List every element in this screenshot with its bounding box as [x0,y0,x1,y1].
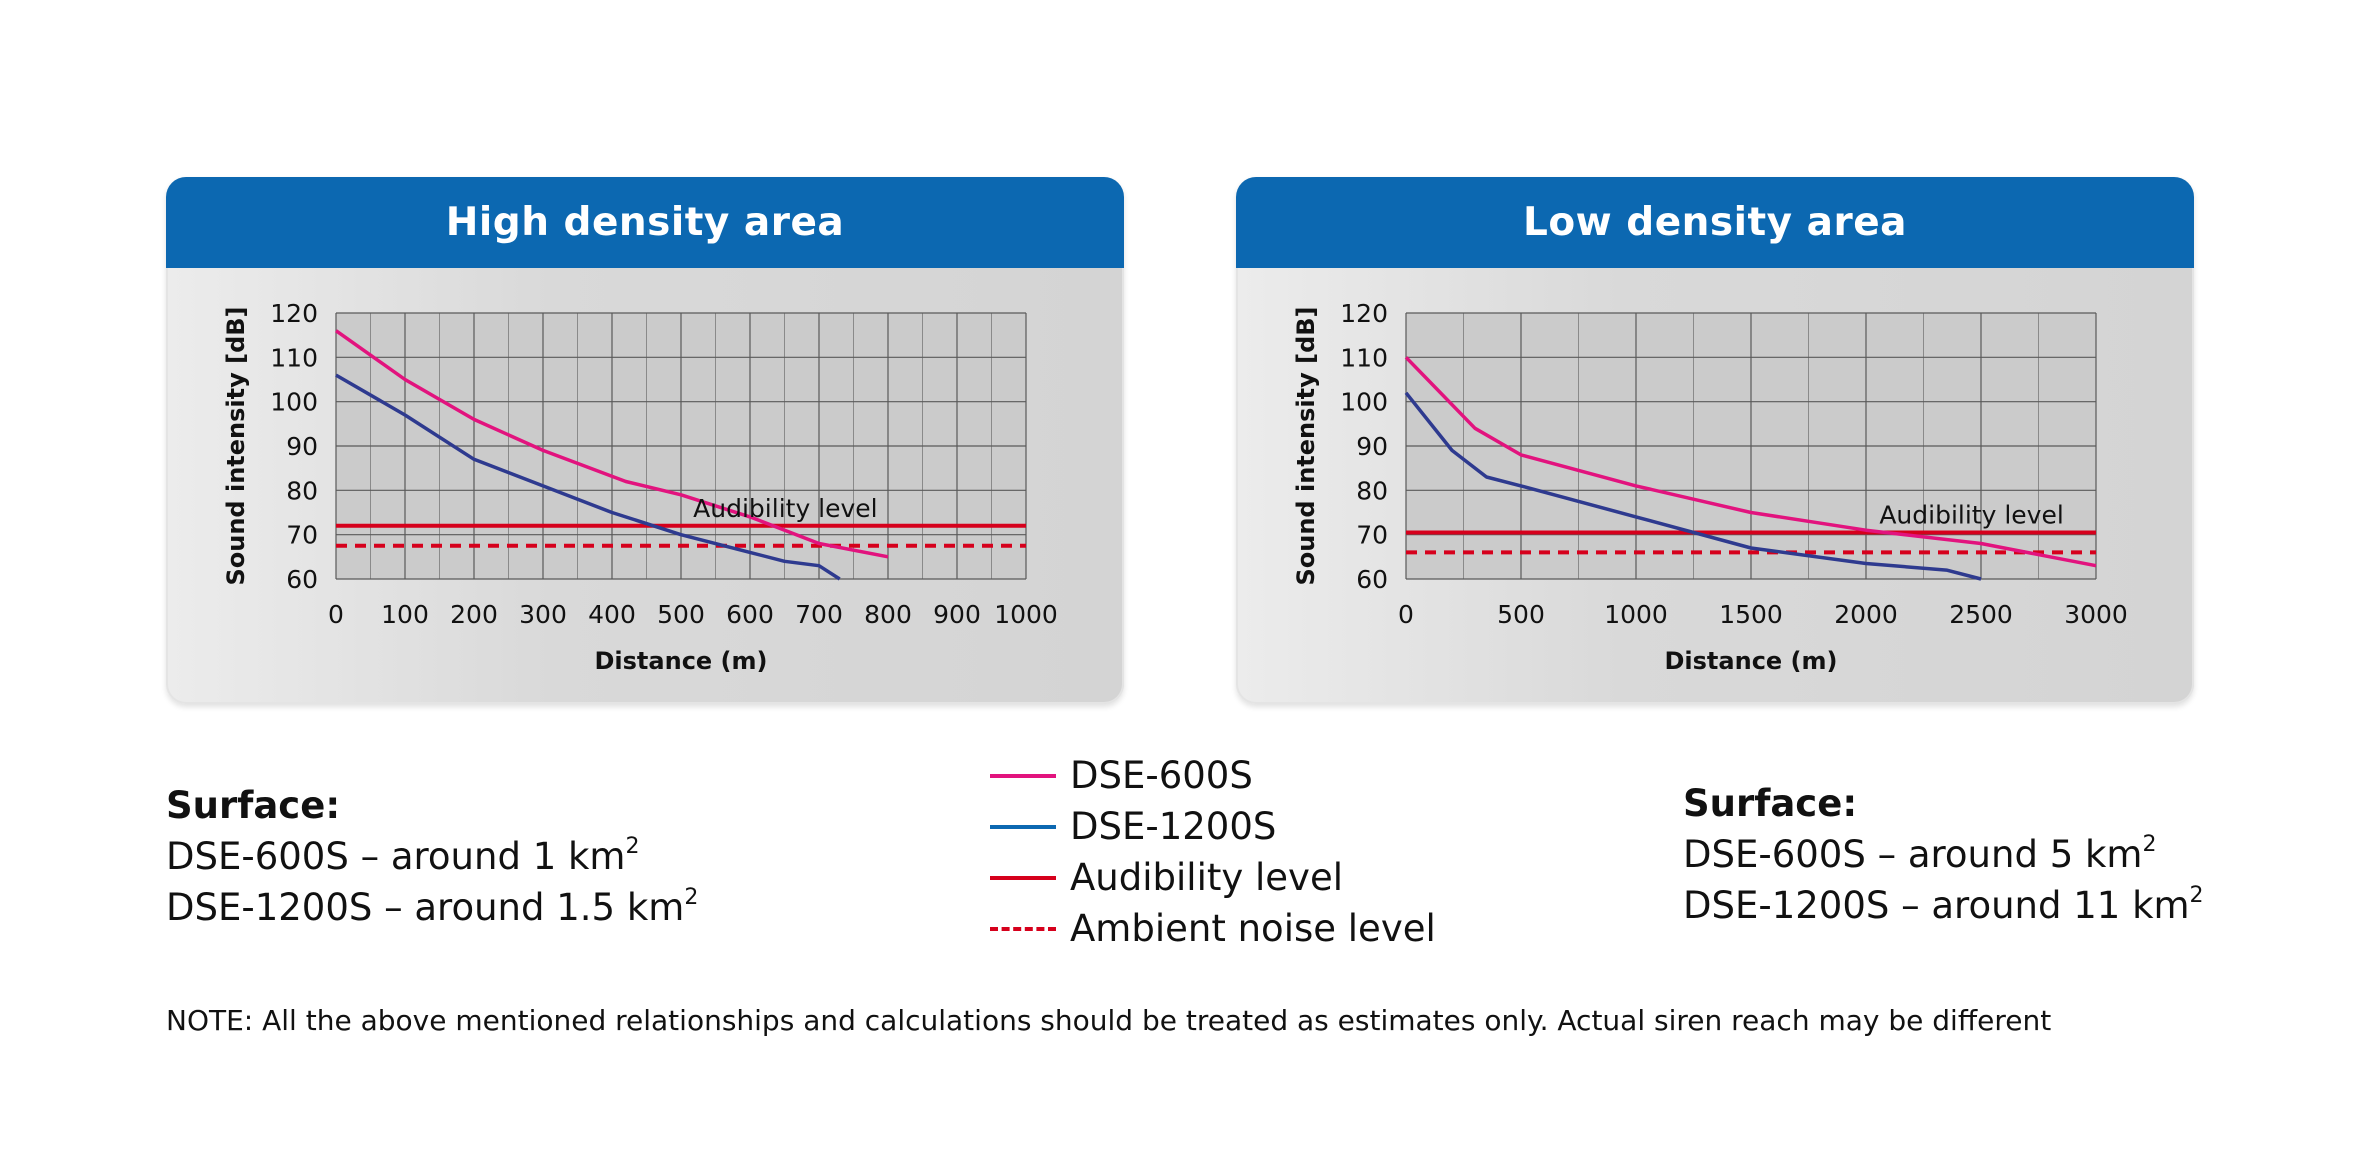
legend-swatch [990,773,1056,778]
surface-line-dse1200s: DSE-1200S – around 11 km2 [1683,883,2204,927]
surface-line-dse600s: DSE-600S – around 1 km2 [166,834,640,878]
x-tick-label: 900 [933,600,981,629]
series-line-dse-600s [334,329,889,559]
chart-high-density: 0 100 200 300 400 500 600 700 800 900 1000 60 70 80 90… [222,299,1058,675]
series-line-dse-600s [1404,356,2097,568]
x-tick-label: 2500 [1949,600,2013,629]
y-tick-label: 80 [1356,476,1388,505]
y-tick-label: 120 [270,299,318,328]
y-tick-label: 60 [286,565,318,594]
legend-label: Ambient noise level [1070,907,1436,950]
x-tick-label: 100 [381,600,429,629]
legend: DSE-600S DSE-1200S Audibility level Ambi… [990,750,1436,954]
y-tick-label: 70 [286,521,318,550]
y-axis-title: Sound intensity [dB] [222,306,250,585]
y-tick-label: 110 [1340,343,1388,372]
chart-low-density: 0 500 1000 1500 2000 2500 3000 60 70 80 90 100 110 12… [1292,299,2128,675]
surface-line-dse1200s: DSE-1200S – around 1.5 km2 [166,885,699,929]
x-tick-label: 500 [1497,600,1545,629]
x-tick-label: 1000 [1604,600,1668,629]
chart-panel-high-density: High density area 0 100 200 300 400 500 600 700… [166,177,1124,704]
series-line-dse-1200s [335,373,841,581]
legend-label: DSE-1200S [1070,805,1277,848]
legend-label: Audibility level [1070,856,1344,899]
surface-label: Surface: [166,784,341,827]
y-tick-label: 70 [1356,521,1388,550]
x-tick-label: 400 [588,600,636,629]
x-axis-title: Distance (m) [1665,647,1838,675]
chart-panel-low-density: Low density area 0 500 1000 1500 2000 2500 300… [1236,177,2194,704]
legend-swatch [990,926,1056,931]
surface-line-dse600s: DSE-600S – around 5 km2 [1683,832,2157,876]
y-tick-label: 100 [1340,388,1388,417]
x-tick-label: 800 [864,600,912,629]
audibility-annotation: Audibility level [693,494,877,523]
x-tick-label: 300 [519,600,567,629]
x-tick-label: 0 [328,600,344,629]
x-tick-label: 1500 [1719,600,1783,629]
audibility-annotation: Audibility level [1879,500,2063,529]
x-axis-title: Distance (m) [595,647,768,675]
x-tick-label: 500 [657,600,705,629]
legend-item-dse600s: DSE-600S [990,750,1436,801]
x-tick-label: 700 [795,600,843,629]
legend-item-ambient: Ambient noise level [990,903,1436,954]
y-tick-label: 90 [286,432,318,461]
x-tick-label: 600 [726,600,774,629]
legend-item-dse1200s: DSE-1200S [990,801,1436,852]
y-tick-label: 120 [1340,299,1388,328]
x-tick-label: 3000 [2064,600,2128,629]
series-line-dse-1200s [1404,391,1982,581]
surface-info-right: Surface: DSE-600S – around 5 km2 DSE-120… [1683,778,2204,931]
note-text: NOTE: All the above mentioned relationsh… [166,1004,2052,1037]
y-tick-label: 60 [1356,565,1388,594]
x-tick-label: 2000 [1834,600,1898,629]
x-tick-label: 1000 [994,600,1058,629]
chart-title: High density area [166,177,1124,268]
y-tick-label: 100 [270,388,318,417]
y-tick-label: 90 [1356,432,1388,461]
legend-item-audibility: Audibility level [990,852,1436,903]
surface-label: Surface: [1683,782,1858,825]
legend-label: DSE-600S [1070,754,1253,797]
legend-swatch [990,875,1056,880]
x-tick-label: 200 [450,600,498,629]
legend-swatch [990,824,1056,829]
x-tick-label: 0 [1398,600,1414,629]
chart-title: Low density area [1236,177,2194,268]
y-tick-label: 80 [286,476,318,505]
surface-info-left: Surface: DSE-600S – around 1 km2 DSE-120… [166,780,698,933]
y-tick-label: 110 [270,343,318,372]
y-axis-title: Sound intensity [dB] [1292,306,1320,585]
